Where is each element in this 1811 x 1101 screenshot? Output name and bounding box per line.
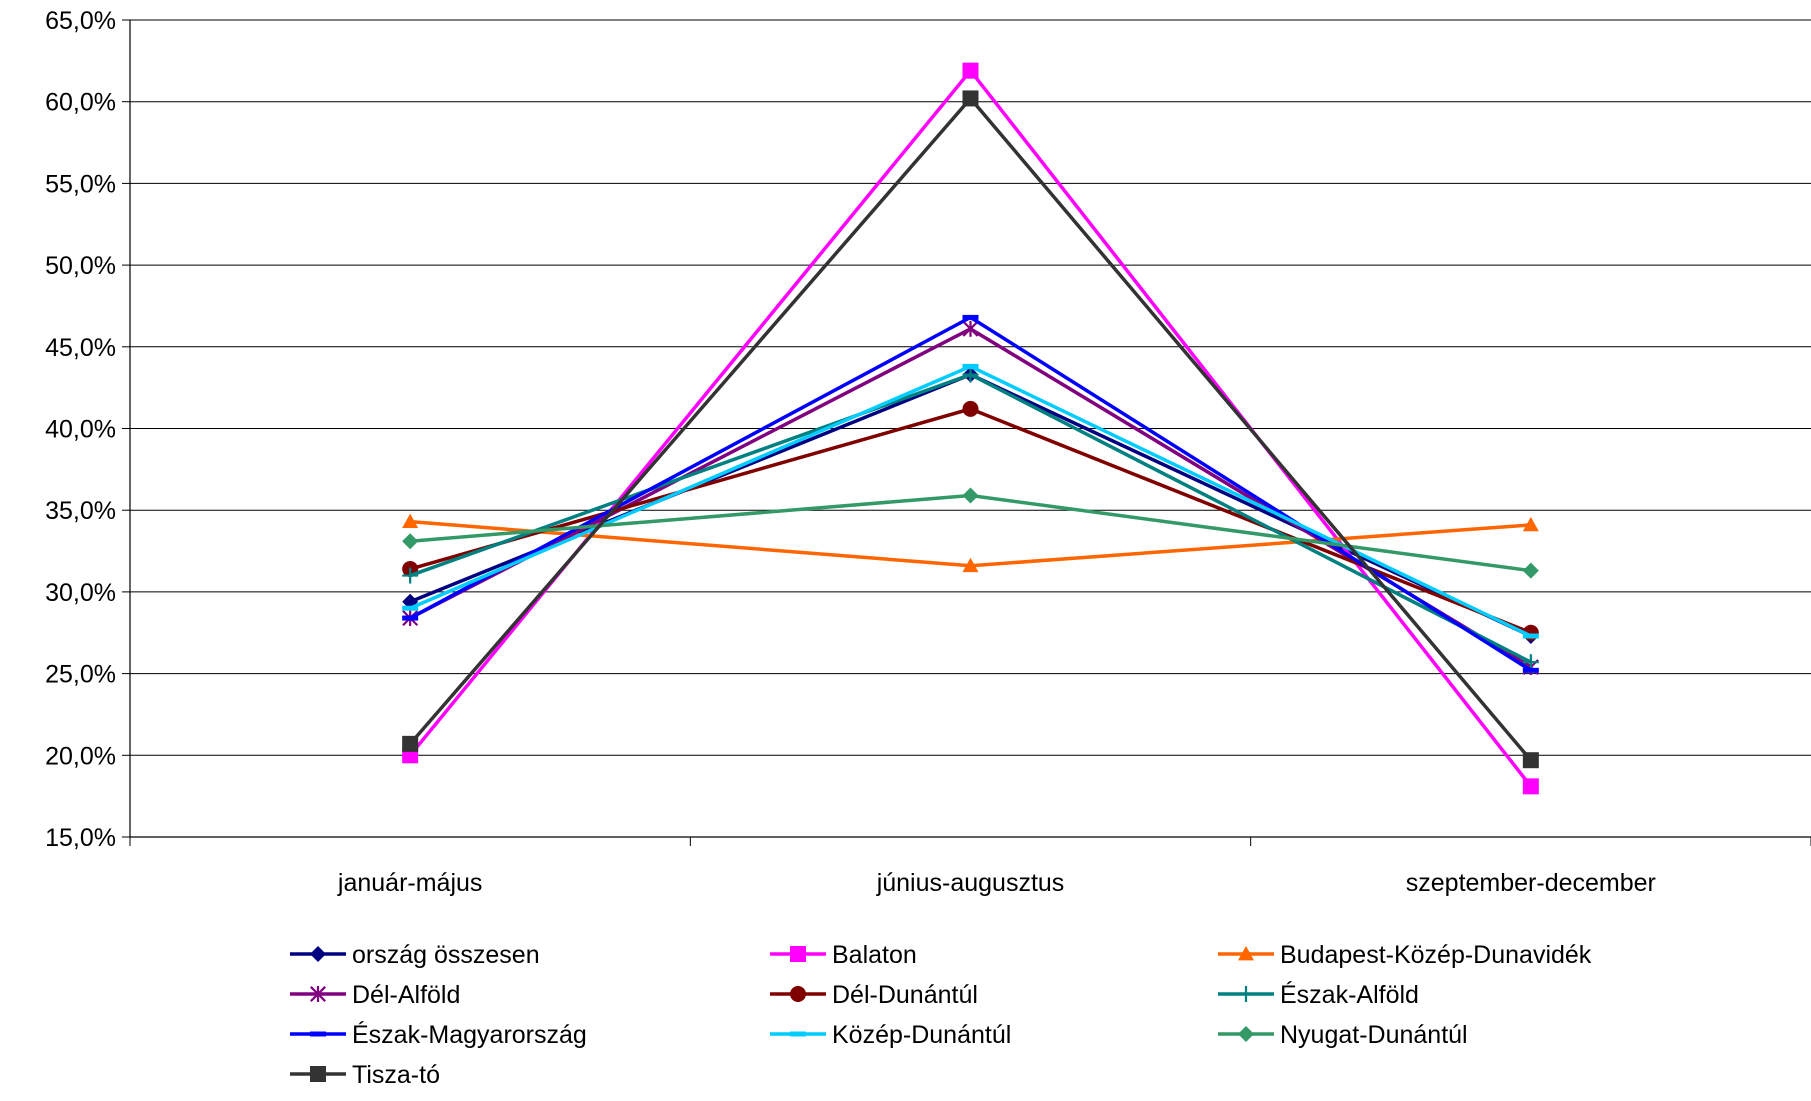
legend: ország összesen Balaton Budapest-Közép-Dun…	[290, 941, 1592, 1089]
legend-item: Balaton	[770, 941, 917, 969]
data-point	[1522, 667, 1539, 673]
data-point	[402, 735, 419, 752]
y-tick-label: 50,0%	[45, 252, 116, 280]
legend-item: Közép-Dunántúl	[770, 1021, 1011, 1049]
y-tick-label: 15,0%	[45, 824, 116, 852]
data-point	[402, 605, 419, 611]
data-point	[790, 1031, 806, 1037]
data-point	[790, 946, 806, 962]
data-point	[1522, 654, 1539, 671]
x-axis-tick-labels: január-május június-augusztus szeptember-d…	[337, 869, 1656, 897]
data-point	[402, 615, 419, 621]
y-tick-label: 45,0%	[45, 334, 116, 362]
legend-label: Észak-Magyarország	[352, 1020, 587, 1049]
data-point	[402, 513, 419, 529]
legend-item: Budapest-Közép-Dunavidék	[1218, 941, 1592, 969]
legend-label: Budapest-Közép-Dunavidék	[1280, 941, 1592, 969]
legend-label: Észak-Alföld	[1280, 980, 1419, 1009]
legend-item: Dél-Alföld	[290, 981, 460, 1009]
data-point	[962, 90, 979, 107]
data-point	[1522, 516, 1539, 532]
legend-label: Közép-Dunántúl	[832, 1021, 1011, 1049]
y-tick-label: 30,0%	[45, 579, 116, 607]
data-point	[402, 533, 419, 550]
legend-item: ország összesen	[290, 941, 540, 969]
series-7	[402, 314, 1539, 673]
axes	[122, 19, 1811, 846]
y-tick-label: 35,0%	[45, 497, 116, 525]
data-point	[1238, 986, 1254, 1002]
series-lines	[402, 62, 1539, 795]
series-5	[402, 400, 1539, 641]
data-point	[310, 1066, 326, 1082]
data-point	[1238, 1026, 1254, 1042]
legend-label: Tisza-tó	[352, 1061, 440, 1089]
legend-item: Észak-Alföld	[1218, 980, 1419, 1009]
y-tick-label: 55,0%	[45, 170, 116, 198]
data-point	[962, 363, 979, 369]
x-tick-label: január-május	[337, 869, 483, 897]
legend-item: Tisza-tó	[290, 1061, 440, 1089]
series-10	[402, 90, 1539, 769]
data-point	[962, 320, 979, 337]
y-tick-label: 25,0%	[45, 661, 116, 689]
series-9	[402, 487, 1539, 579]
legend-label: Balaton	[832, 941, 917, 969]
series-line	[409, 372, 1532, 664]
legend-item: Észak-Magyarország	[290, 1020, 587, 1049]
data-point	[1522, 778, 1539, 795]
legend-item: Dél-Dunántúl	[770, 981, 978, 1009]
series-line	[408, 95, 1533, 762]
data-point	[962, 62, 979, 79]
x-tick-label: június-augusztus	[876, 869, 1065, 897]
y-tick-label: 60,0%	[45, 89, 116, 117]
data-point	[962, 314, 979, 320]
y-axis-tick-labels: 15,0% 20,0% 25,0% 30,0% 35,0% 40,0% 45,0% 50,0%…	[45, 7, 116, 852]
data-point	[962, 400, 979, 417]
x-tick-label: szeptember-december	[1406, 869, 1656, 897]
data-point	[310, 986, 326, 1002]
data-point	[790, 986, 806, 1002]
data-point	[962, 487, 979, 504]
data-point	[310, 1031, 326, 1037]
legend-item: Nyugat-Dunántúl	[1218, 1021, 1468, 1049]
y-tick-label: 20,0%	[45, 742, 116, 770]
data-point	[962, 557, 979, 573]
data-point	[1522, 752, 1539, 769]
series-line	[409, 407, 1532, 635]
data-point	[1238, 946, 1254, 961]
legend-label: ország összesen	[352, 941, 540, 969]
legend-label: Dél-Dunántúl	[832, 981, 978, 1009]
legend-label: Dél-Alföld	[352, 981, 460, 1009]
data-point	[402, 567, 419, 584]
data-point	[310, 946, 326, 962]
gridlines	[130, 19, 1811, 838]
legend-label: Nyugat-Dunántúl	[1280, 1021, 1468, 1049]
y-tick-label: 40,0%	[45, 416, 116, 444]
data-point	[1522, 633, 1539, 639]
y-tick-label: 65,0%	[45, 7, 116, 35]
series-6	[402, 366, 1539, 671]
data-point	[962, 366, 979, 383]
data-point	[1522, 562, 1539, 579]
